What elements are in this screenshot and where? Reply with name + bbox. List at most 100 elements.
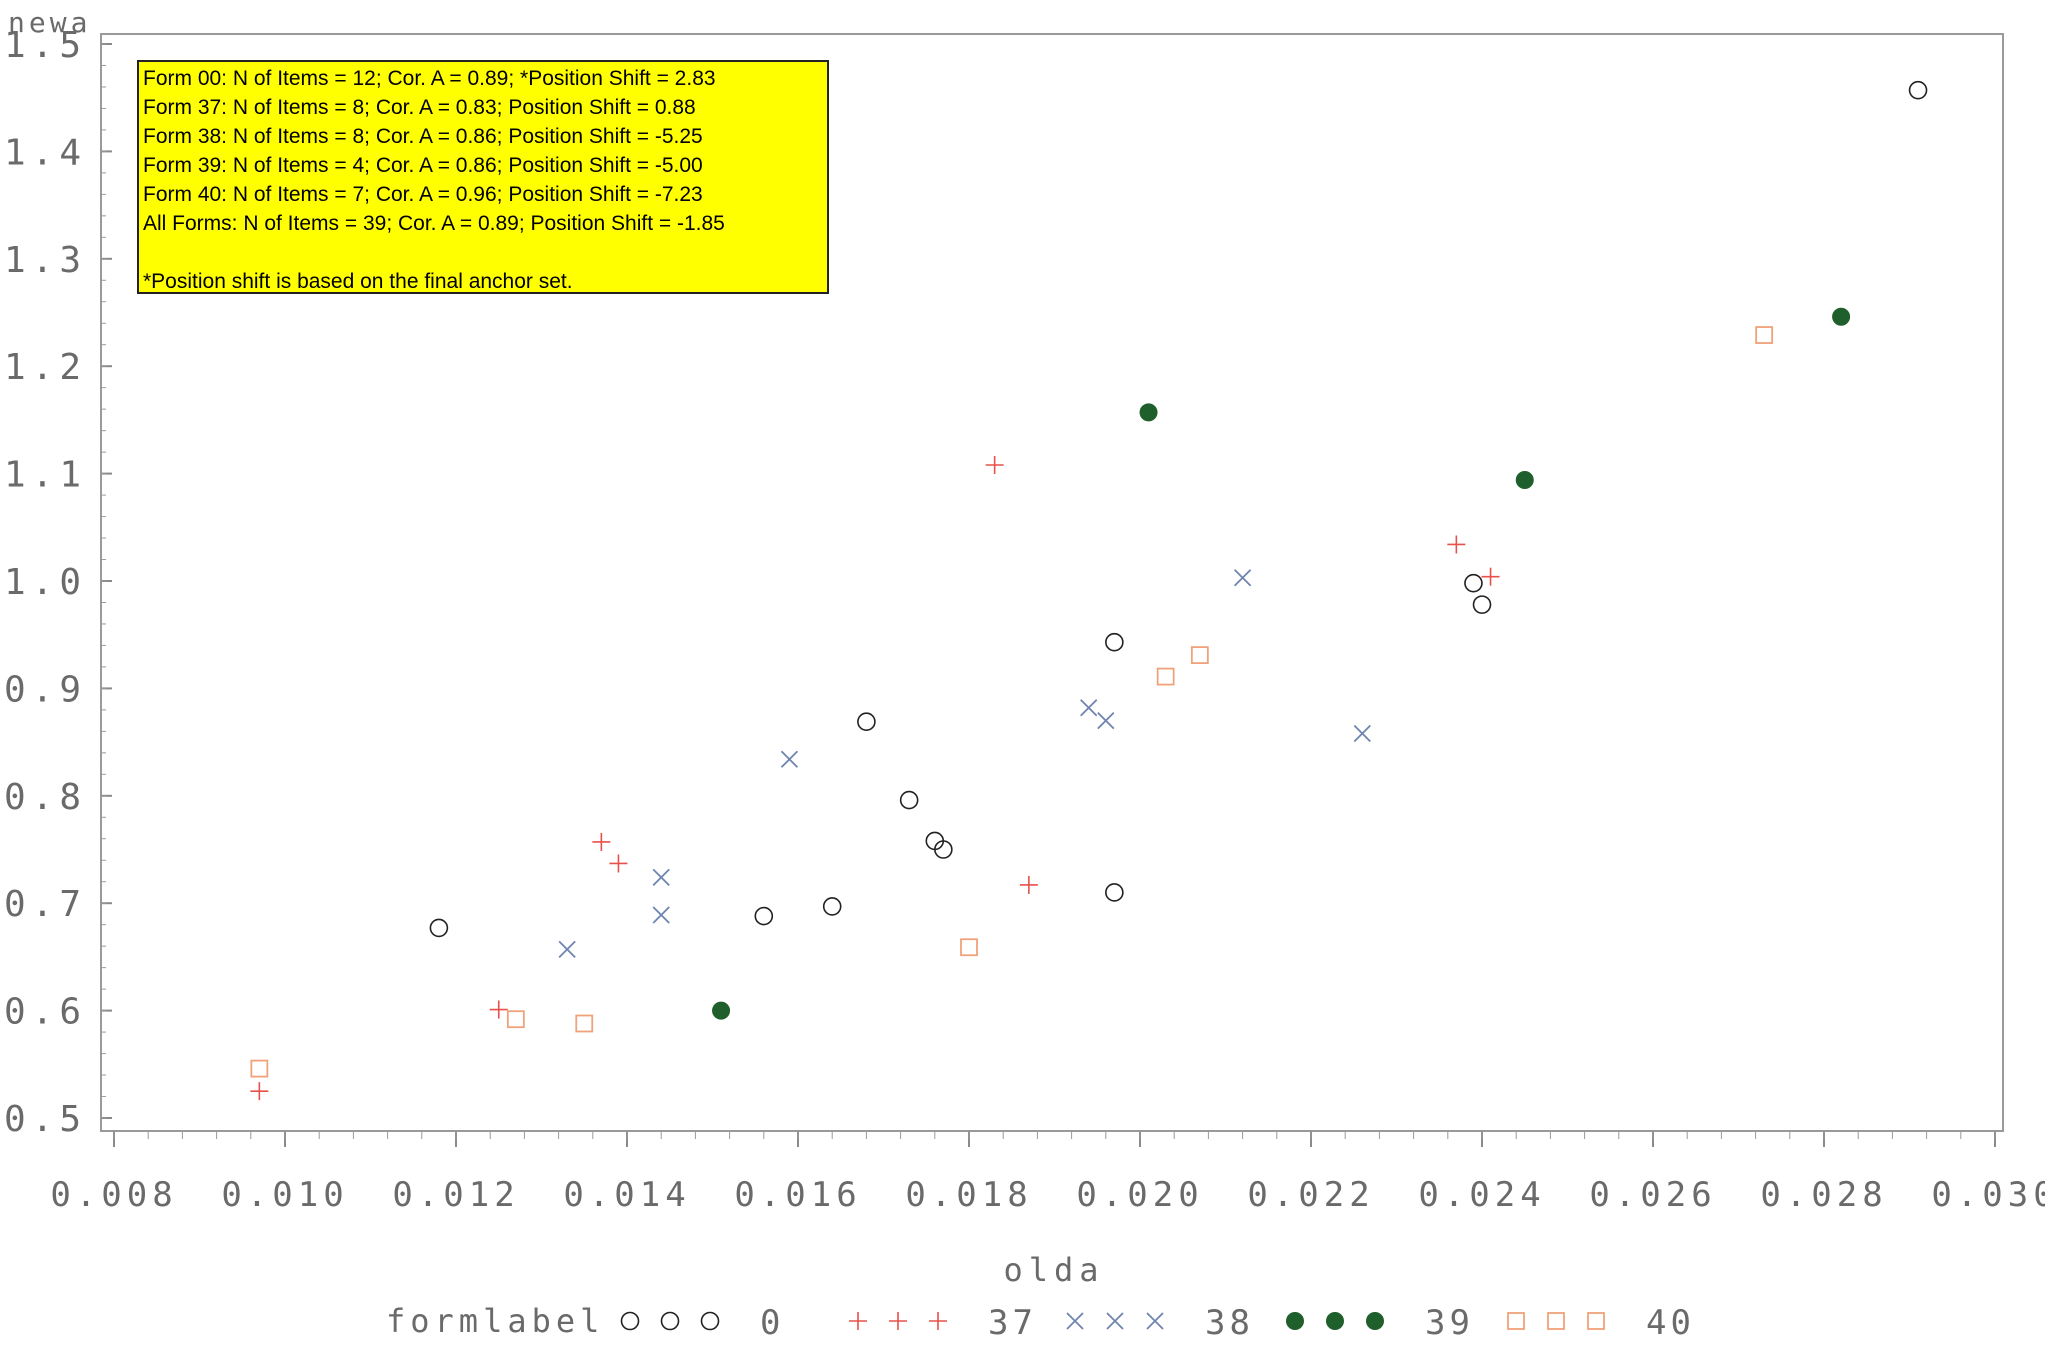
x-tick-label: 0.022 [1247, 1175, 1374, 1215]
data-point [652, 906, 670, 924]
y-tick-label: 1.3 [4, 240, 87, 281]
legend-marker [1106, 1312, 1124, 1330]
data-point [1139, 403, 1158, 422]
data-point [1105, 632, 1124, 652]
y-tick-label: 0.5 [4, 1099, 87, 1140]
y-tick-label: 0.9 [4, 669, 87, 710]
data-point [1908, 80, 1928, 100]
legend-marker [1587, 1312, 1605, 1330]
data-point-b [780, 750, 799, 768]
legend-label: 38 [1205, 1303, 1254, 1343]
annotation-box: Form 00: N of Items = 12; Cor. A = 0.89;… [137, 60, 829, 294]
legend: formlabel 0 37 38 39 40 [386, 1302, 1695, 1343]
series-40 [250, 326, 1774, 1078]
data-point [250, 1059, 269, 1078]
annotation-line: Form 38: N of Items = 8; Cor. A = 0.86; … [143, 125, 703, 148]
legend-label: 37 [988, 1303, 1037, 1343]
legend-marker [1547, 1312, 1565, 1330]
data-point [1097, 711, 1115, 730]
data-point-b [1097, 711, 1115, 730]
x-tick-label: 0.024 [1418, 1175, 1545, 1215]
data-point [1832, 307, 1851, 326]
annotation-line: Form 39: N of Items = 4; Cor. A = 0.86; … [143, 154, 703, 177]
x-tick-label: 0.028 [1760, 1175, 1887, 1215]
legend-label: 40 [1646, 1303, 1695, 1343]
data-point-b [652, 868, 670, 887]
y-tick-label: 1.4 [4, 132, 87, 173]
data-point [1080, 699, 1098, 717]
legend-marker [1146, 1312, 1164, 1330]
legend-marker [1507, 1312, 1525, 1330]
legend-marker-b [1146, 1312, 1164, 1330]
y-tick-label: 1.0 [4, 562, 87, 603]
x-tick-label: 0.026 [1589, 1175, 1716, 1215]
y-tick-label: 1.2 [4, 347, 87, 388]
data-point [1447, 535, 1466, 554]
annotation-footnote: *Position shift is based on the final an… [143, 270, 573, 293]
data-point [1019, 875, 1038, 894]
x-tick-label: 0.030 [1931, 1175, 2045, 1215]
y-tick-label: 1.1 [4, 455, 87, 496]
x-tick-label: 0.012 [392, 1175, 519, 1215]
data-point [1105, 883, 1124, 902]
data-point [934, 840, 953, 859]
series-38 [558, 569, 1371, 959]
legend-marker [700, 1311, 720, 1331]
annotation-line: Form 00: N of Items = 12; Cor. A = 0.89;… [143, 67, 716, 90]
data-point [1190, 646, 1209, 665]
data-point [1481, 567, 1500, 586]
data-point [857, 712, 876, 731]
data-point [1353, 724, 1371, 743]
data-point [1464, 573, 1483, 593]
y-tick-label: 0.8 [4, 777, 87, 818]
legend-marker [1326, 1312, 1344, 1330]
legend-marker [1066, 1312, 1084, 1330]
legend-marker [889, 1312, 907, 1330]
x-tick-label: 0.020 [1076, 1175, 1203, 1215]
x-tick-label: 0.014 [563, 1175, 690, 1215]
data-point-b [1353, 724, 1371, 743]
data-point [712, 1001, 731, 1020]
data-point [250, 1082, 269, 1101]
series-37 [250, 456, 1500, 1101]
data-point [754, 906, 774, 926]
legend-label: 39 [1425, 1303, 1474, 1343]
plot-frame [100, 33, 2004, 1132]
y-tick-label: 0.6 [4, 992, 87, 1033]
x-tick-label: 0.016 [734, 1175, 861, 1215]
y-axis: 0.5 0.6 0.7 0.8 0.9 1.0 1.1 1.2 1.3 1.4 1.5 [4, 25, 112, 1140]
data-point [609, 854, 628, 873]
data-point [1233, 569, 1252, 587]
data-point [1515, 471, 1534, 490]
annotation-line: Form 40: N of Items = 7; Cor. A = 0.96; … [143, 183, 703, 206]
x-axis-label: olda [1003, 1251, 1104, 1289]
legend-marker [929, 1312, 947, 1330]
x-tick-label: 0.010 [221, 1175, 348, 1215]
legend-marker-b [1106, 1312, 1124, 1330]
y-tick-label: 1.5 [4, 25, 87, 66]
data-point [558, 940, 576, 959]
data-point-b [1233, 569, 1252, 587]
annotation-line: All Forms: N of Items = 39; Cor. A = 0.8… [143, 212, 725, 235]
annotation-line: Form 37: N of Items = 8; Cor. A = 0.83; … [143, 96, 696, 119]
series-0 [429, 80, 1928, 938]
x-axis: 0.008 0.010 0.012 0.014 0.016 0.018 0.020 0.022… [50, 1131, 2045, 1215]
data-point [652, 868, 670, 887]
data-point [985, 456, 1004, 475]
data-point [506, 1010, 525, 1029]
series-39 [712, 307, 1851, 1020]
x-tick-label: 0.018 [905, 1175, 1032, 1215]
data-point [1755, 326, 1774, 344]
data-point [780, 750, 799, 768]
legend-label: 0 [760, 1303, 784, 1343]
legend-marker [1366, 1312, 1384, 1330]
x-tick-label: 0.008 [50, 1175, 177, 1215]
data-point [489, 1000, 508, 1019]
data-point [429, 918, 449, 938]
legend-marker [660, 1311, 680, 1331]
legend-marker-b [1066, 1312, 1084, 1330]
data-point-b [652, 906, 670, 924]
legend-marker [849, 1312, 867, 1330]
data-point [1472, 595, 1492, 614]
